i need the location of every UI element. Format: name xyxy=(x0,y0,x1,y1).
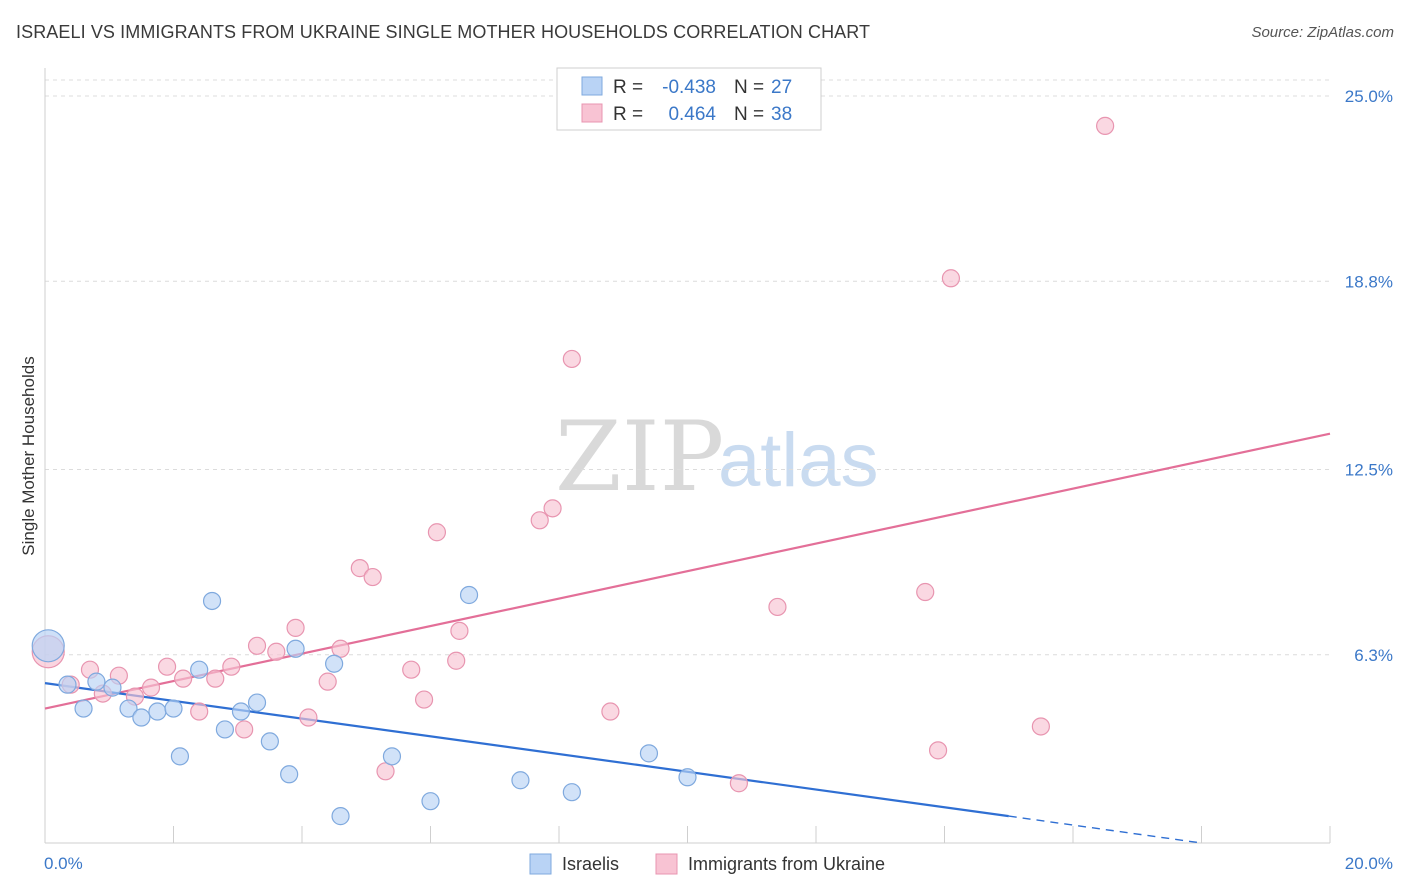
legend-israelis-r-label: R = xyxy=(613,77,643,98)
x-tick-label-min: 0.0% xyxy=(44,854,83,873)
ukraine-point xyxy=(318,672,337,691)
data-points xyxy=(31,116,1115,826)
ukraine-point xyxy=(157,657,177,676)
israelis-point xyxy=(286,639,305,658)
israelis-point xyxy=(58,675,77,694)
israelis-point xyxy=(164,699,183,718)
trend-line-israelis-extension xyxy=(1008,815,1202,844)
y-axis-title: Single Mother Households xyxy=(19,356,38,555)
legend-israelis-n-value: 27 xyxy=(771,77,792,98)
legend-israelis-r-value: -0.438 xyxy=(662,77,716,98)
ukraine-point xyxy=(235,720,254,739)
israelis-point xyxy=(103,678,122,697)
ukraine-point xyxy=(286,618,305,637)
bottom-legend: Israelis Immigrants from Ukraine xyxy=(529,853,885,875)
israelis-point xyxy=(325,654,344,673)
ukraine-point xyxy=(174,669,193,688)
ukraine-point xyxy=(350,559,369,578)
trend-line-israelis xyxy=(44,682,1009,818)
ukraine-point xyxy=(543,499,562,518)
ukraine-point xyxy=(222,657,241,676)
watermark-zip: ZIP xyxy=(555,401,724,513)
ukraine-point xyxy=(206,669,225,688)
ukraine-point xyxy=(729,774,749,793)
israelis-point xyxy=(148,702,167,721)
ukraine-point xyxy=(427,523,447,542)
bottom-legend-ukraine: Immigrants from Ukraine xyxy=(688,854,885,874)
legend-box: R = -0.438 N = 27 R = 0.464 N = 38 xyxy=(556,67,822,131)
ukraine-point xyxy=(768,597,787,617)
watermark-atlas: atlas xyxy=(718,418,879,503)
ukraine-point xyxy=(1096,116,1115,135)
israelis-point xyxy=(119,699,138,718)
tick-labels: 6.3% 12.5% 18.8% 25.0% 0.0% 20.0% xyxy=(44,87,1393,873)
watermark: ZIP atlas xyxy=(555,401,879,513)
israelis-point xyxy=(87,672,106,691)
israelis-point xyxy=(260,732,279,751)
israelis-point xyxy=(678,768,697,787)
y-tick-label: 18.8% xyxy=(1345,272,1393,291)
ukraine-point xyxy=(299,708,318,727)
bottom-legend-swatch-israelis xyxy=(529,853,552,875)
source-credit: Source: ZipAtlas.com xyxy=(1251,24,1394,41)
bottom-legend-swatch-ukraine xyxy=(655,853,678,875)
grid xyxy=(45,79,1330,656)
ukraine-point xyxy=(363,567,382,587)
ukraine-point xyxy=(141,678,161,697)
israelis-point xyxy=(382,747,402,766)
legend-swatch-israelis xyxy=(581,76,603,96)
ukraine-point xyxy=(414,690,434,709)
israelis-point xyxy=(190,660,209,679)
israelis-point xyxy=(459,585,479,605)
ukraine-point xyxy=(562,349,581,369)
israelis-point xyxy=(31,629,65,663)
bottom-legend-israelis: Israelis xyxy=(562,854,619,874)
israelis-point xyxy=(331,807,350,826)
y-tick-label: 12.5% xyxy=(1345,461,1393,480)
ukraine-point xyxy=(601,702,620,721)
ukraine-point xyxy=(247,636,267,655)
y-tick-label: 25.0% xyxy=(1345,87,1393,106)
ukraine-point xyxy=(928,741,948,760)
israelis-point xyxy=(511,771,530,790)
ukraine-point xyxy=(916,582,935,602)
axes xyxy=(44,68,1331,844)
chart-title: ISRAELI VS IMMIGRANTS FROM UKRAINE SINGL… xyxy=(16,22,871,42)
israelis-point xyxy=(170,747,190,766)
ukraine-point xyxy=(941,269,961,288)
ukraine-point xyxy=(447,651,466,670)
israelis-point xyxy=(132,708,151,727)
legend-ukraine-r-label: R = xyxy=(613,104,643,125)
ukraine-point xyxy=(402,660,421,679)
israelis-point xyxy=(202,591,222,611)
israelis-point xyxy=(280,765,299,784)
legend-ukraine-r-value: 0.464 xyxy=(668,104,716,125)
trend-line-ukraine xyxy=(44,432,1331,710)
ukraine-point xyxy=(450,621,469,640)
ukraine-point xyxy=(1031,717,1050,736)
israelis-point xyxy=(74,699,93,718)
y-tick-label: 6.3% xyxy=(1354,646,1393,665)
israelis-point xyxy=(639,744,659,763)
legend-ukraine-n-value: 38 xyxy=(771,104,792,125)
israelis-point xyxy=(421,792,440,811)
israelis-point xyxy=(231,702,251,721)
x-tick-label-max: 20.0% xyxy=(1345,854,1393,873)
ukraine-point xyxy=(267,642,286,661)
israelis-point xyxy=(247,693,267,712)
israelis-point xyxy=(215,720,234,739)
legend-israelis-n-label: N = xyxy=(734,77,764,98)
israelis-point xyxy=(562,783,581,802)
legend-ukraine-n-label: N = xyxy=(734,104,764,125)
ukraine-point xyxy=(530,511,549,530)
ukraine-point xyxy=(190,702,209,721)
legend-swatch-ukraine xyxy=(581,103,603,123)
